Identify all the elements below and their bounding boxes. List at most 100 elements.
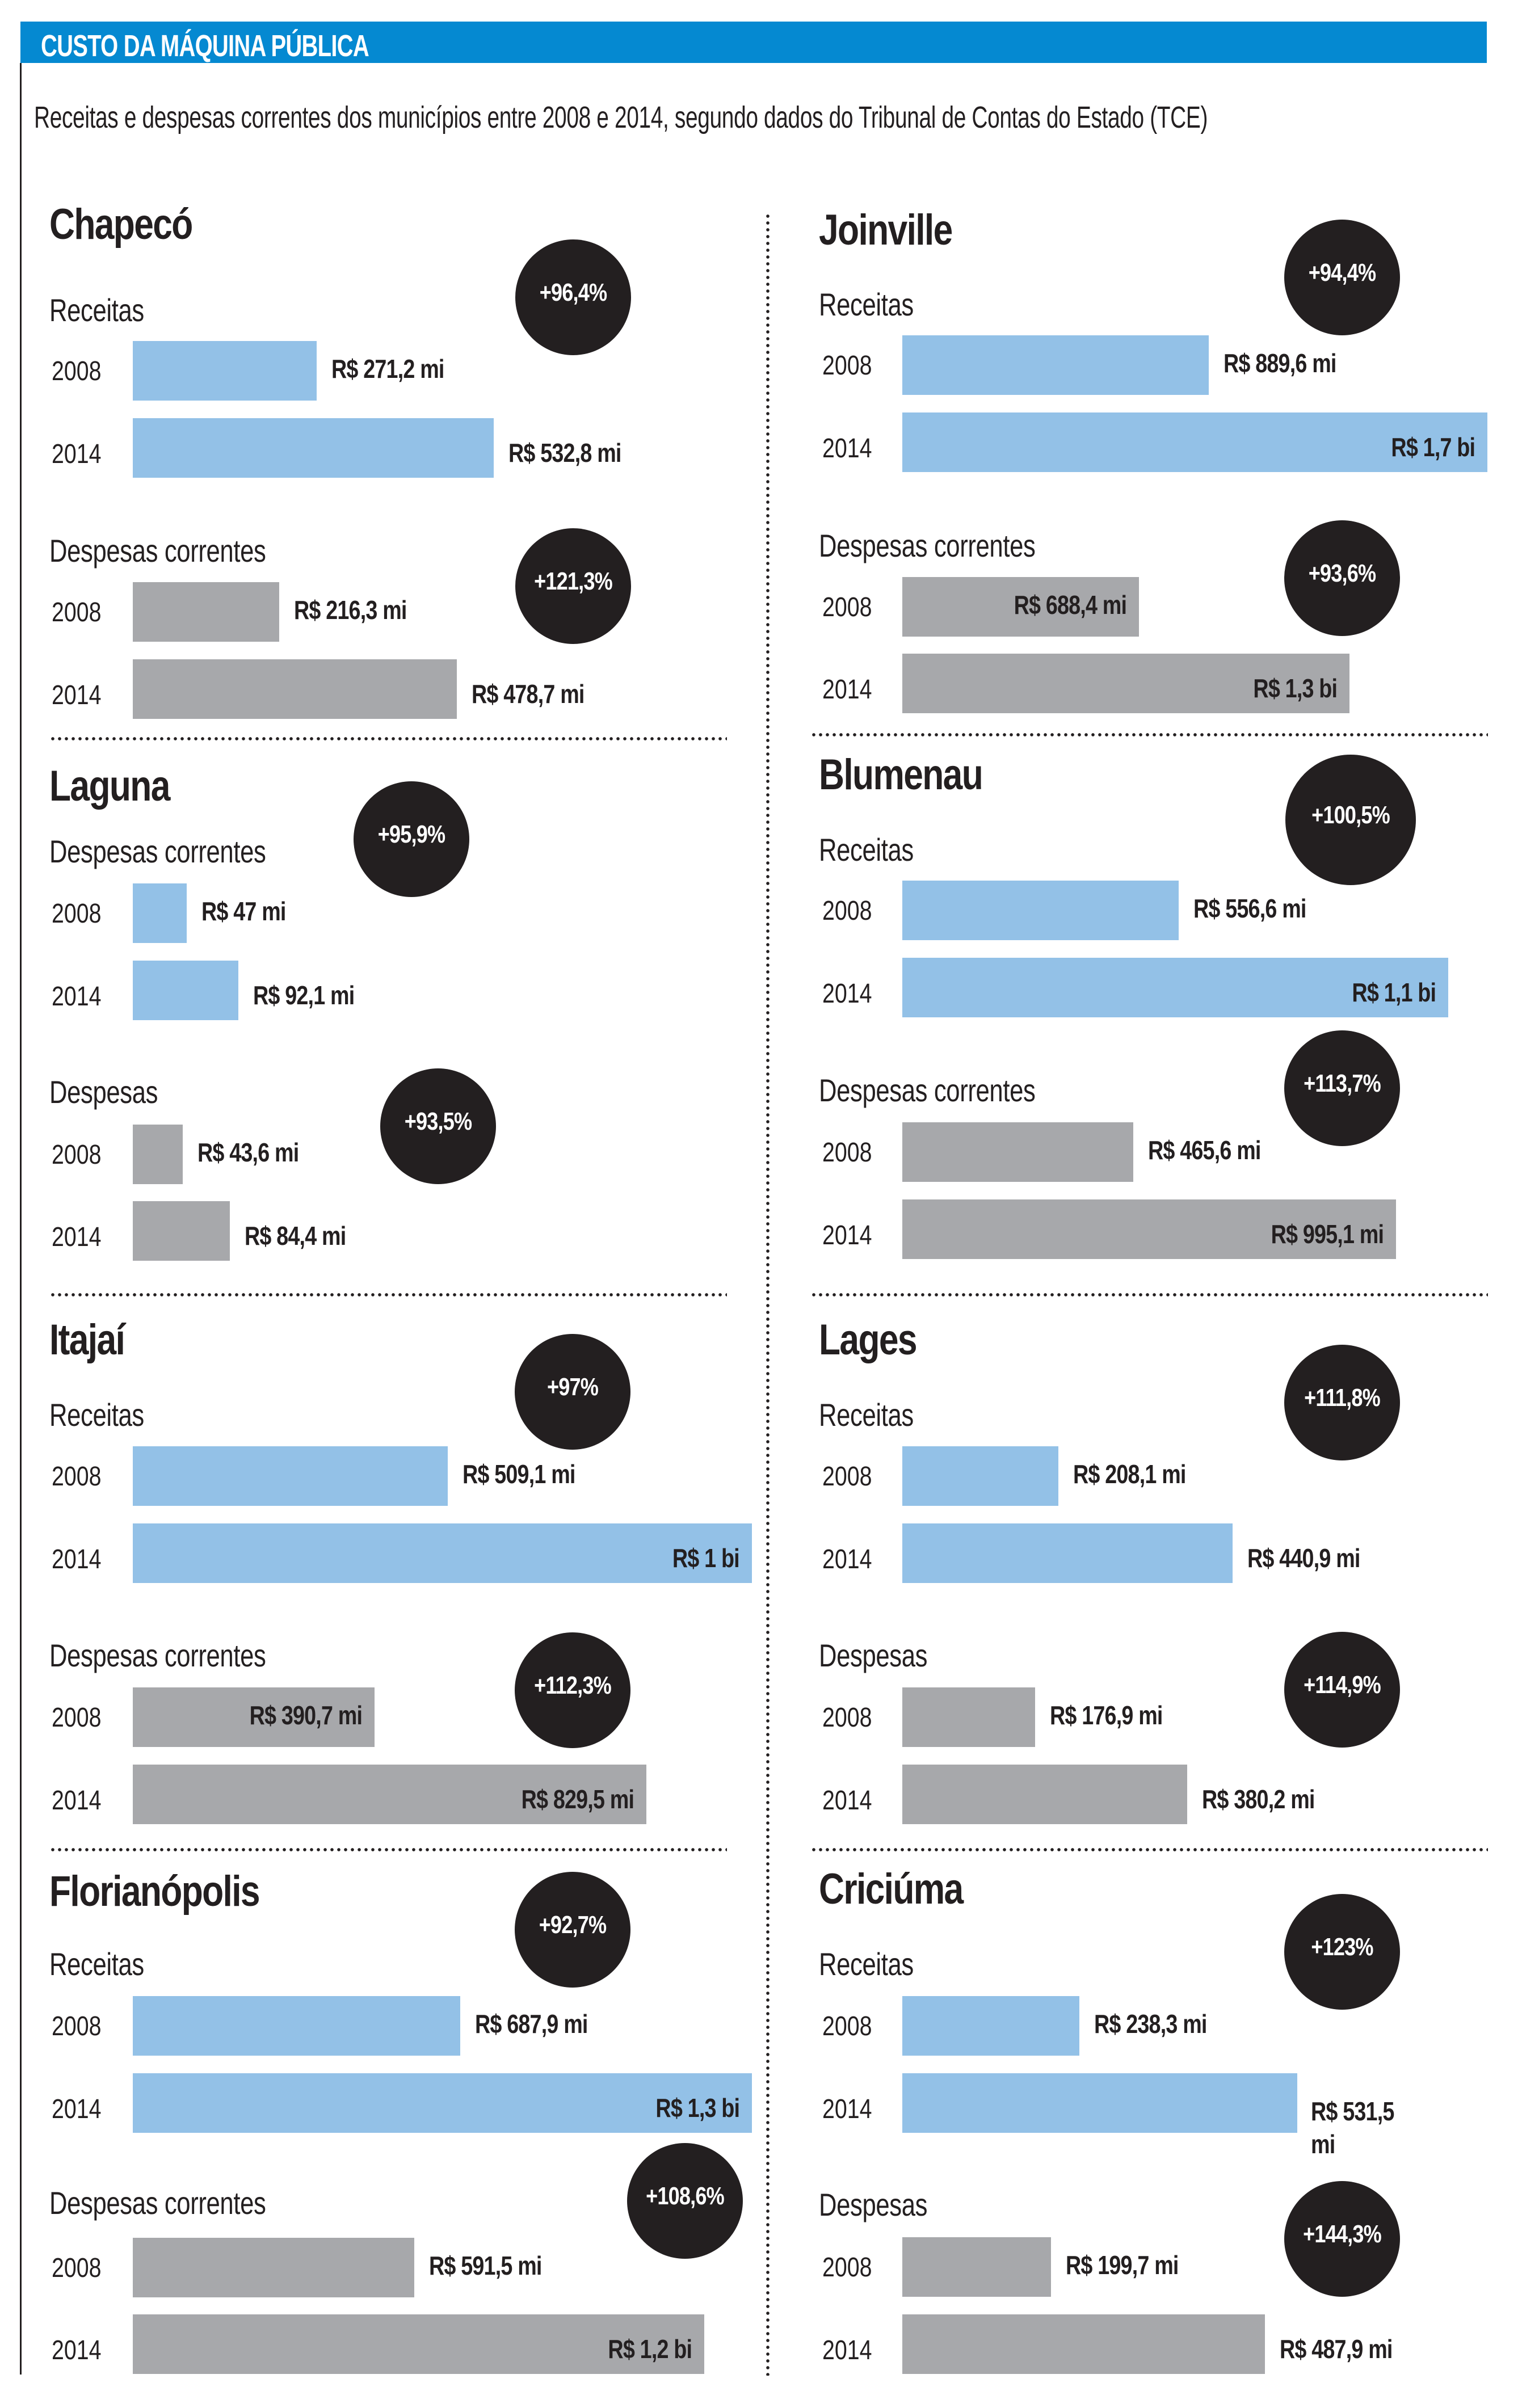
value-label: R$ 43,6 mi [197,1138,299,1167]
year-label: 2014 [52,439,102,469]
bar-desp-2014 [133,2314,704,2374]
year-label: 2014 [52,2335,102,2365]
row-divider [810,1293,1488,1296]
group-label: Despesas correntes [49,533,266,569]
group-label: Receitas [49,1946,144,1982]
city-title: Joinville [819,206,953,254]
bar-desp-2014 [902,2314,1265,2374]
pct-change-label: +92,7% [539,1911,607,1939]
group-label: Despesas [819,1637,928,1673]
value-label: R$ 687,9 mi [475,2009,588,2039]
pct-change-label: +97% [546,1373,599,1401]
group-label: Receitas [819,832,914,868]
year-label: 2014 [822,433,872,464]
pct-change-circle [354,781,469,897]
value-label: R$ 216,3 mi [294,595,407,625]
year-label: 2014 [822,675,872,705]
city-title: Florianópolis [49,1867,260,1916]
pct-change-label: +96,4% [539,279,607,306]
group-label: Receitas [819,1946,914,1982]
pct-change-circle [1284,1345,1400,1460]
year-label: 2014 [822,2094,872,2124]
value-label: R$ 591,5 mi [429,2251,542,2280]
group-label: Despesas correntes [819,1072,1036,1108]
value-label: R$ 1 bi [672,1543,740,1573]
pct-change-label: +95,9% [377,820,445,848]
city-title: Laguna [49,762,170,810]
group-label: Despesas correntes [819,528,1036,563]
year-label: 2008 [822,351,872,381]
value-label: R$ 531,5 mi [1311,2097,1394,2159]
pct-change-circle [515,1334,630,1450]
value-label: R$ 889,6 mi [1224,348,1336,378]
year-label: 2008 [52,899,102,929]
pct-change-circle [1284,1030,1400,1146]
pct-change-circle [1284,220,1400,335]
pct-change-label: +93,5% [404,1108,472,1135]
value-label: R$ 1,7 bi [1391,432,1475,462]
bar-rec-2014 [133,961,238,1020]
bar-rec-2008 [133,883,187,943]
year-label: 2008 [52,356,102,386]
year-label: 2008 [822,592,872,622]
city-title: Lages [819,1316,918,1364]
value-label: R$ 176,9 mi [1050,1700,1163,1730]
bar-rec-2014 [902,958,1448,1017]
value-label: R$ 688,4 mi [1014,590,1126,620]
value-label: R$ 829,5 mi [521,1784,634,1814]
group-label: Despesas correntes [49,2185,266,2221]
value-label: R$ 556,6 mi [1193,894,1306,923]
year-label: 2014 [52,1786,102,1816]
bar-desp-2008 [902,577,1139,637]
value-label: R$ 208,1 mi [1073,1459,1186,1489]
value-label: R$ 390,7 mi [249,1700,362,1730]
year-label: 2008 [822,1703,872,1733]
bar-rec-2008 [902,1996,1079,2056]
group-label: Receitas [819,1397,914,1433]
value-label: R$ 1,2 bi [608,2334,692,2364]
row-divider [49,1848,727,1851]
bar-desp-2008 [902,1122,1133,1182]
group-label: Despesas [819,2187,928,2222]
year-label: 2014 [822,1220,872,1251]
value-label: R$ 509,1 mi [463,1459,575,1489]
bar-desp-2008 [133,1125,183,1184]
value-label: R$ 271,2 mi [331,354,444,384]
group-label: Despesas [49,1074,158,1110]
city-title: Blumenau [819,751,983,799]
value-label: R$ 532,8 mi [508,438,621,468]
group-label: Receitas [49,292,144,328]
year-label: 2014 [52,2094,102,2124]
row-divider [49,737,727,740]
pct-change-label: +108,6% [646,2182,725,2210]
pct-change-label: +94,4% [1308,259,1376,287]
year-label: 2014 [52,1222,102,1252]
pct-change-circle [515,1632,630,1748]
bar-desp-2008 [902,2237,1051,2297]
pct-change-label: +112,3% [534,1672,612,1699]
value-label: R$ 995,1 mi [1271,1219,1384,1249]
group-label: Receitas [819,287,914,322]
bar-desp-2008 [133,582,279,642]
pct-change-label: +123% [1311,1933,1373,1961]
group-label: Despesas correntes [49,1637,266,1673]
bar-rec-2014 [902,1523,1233,1583]
pct-change-circle [515,528,631,644]
pct-change-label: +144,3% [1303,2220,1382,2248]
bar-rec-2014 [902,2073,1297,2133]
year-label: 2008 [52,2011,102,2041]
value-label: R$ 92,1 mi [253,980,355,1010]
pct-change-circle [380,1068,496,1184]
bar-rec-2008 [133,341,317,401]
year-label: 2008 [822,896,872,926]
bar-desp-2014 [902,1199,1396,1259]
bar-rec-2014 [133,2073,752,2133]
value-label: R$ 380,2 mi [1202,1784,1315,1814]
value-label: R$ 1,3 bi [655,2093,740,2123]
row-divider [810,733,1488,736]
left-border-rule [20,63,22,2375]
year-label: 2008 [822,1138,872,1168]
header-title: CUSTO DA MÁQUINA PÚBLICA [41,29,369,63]
year-label: 2014 [822,979,872,1009]
pct-change-label: +114,9% [1304,1671,1381,1699]
